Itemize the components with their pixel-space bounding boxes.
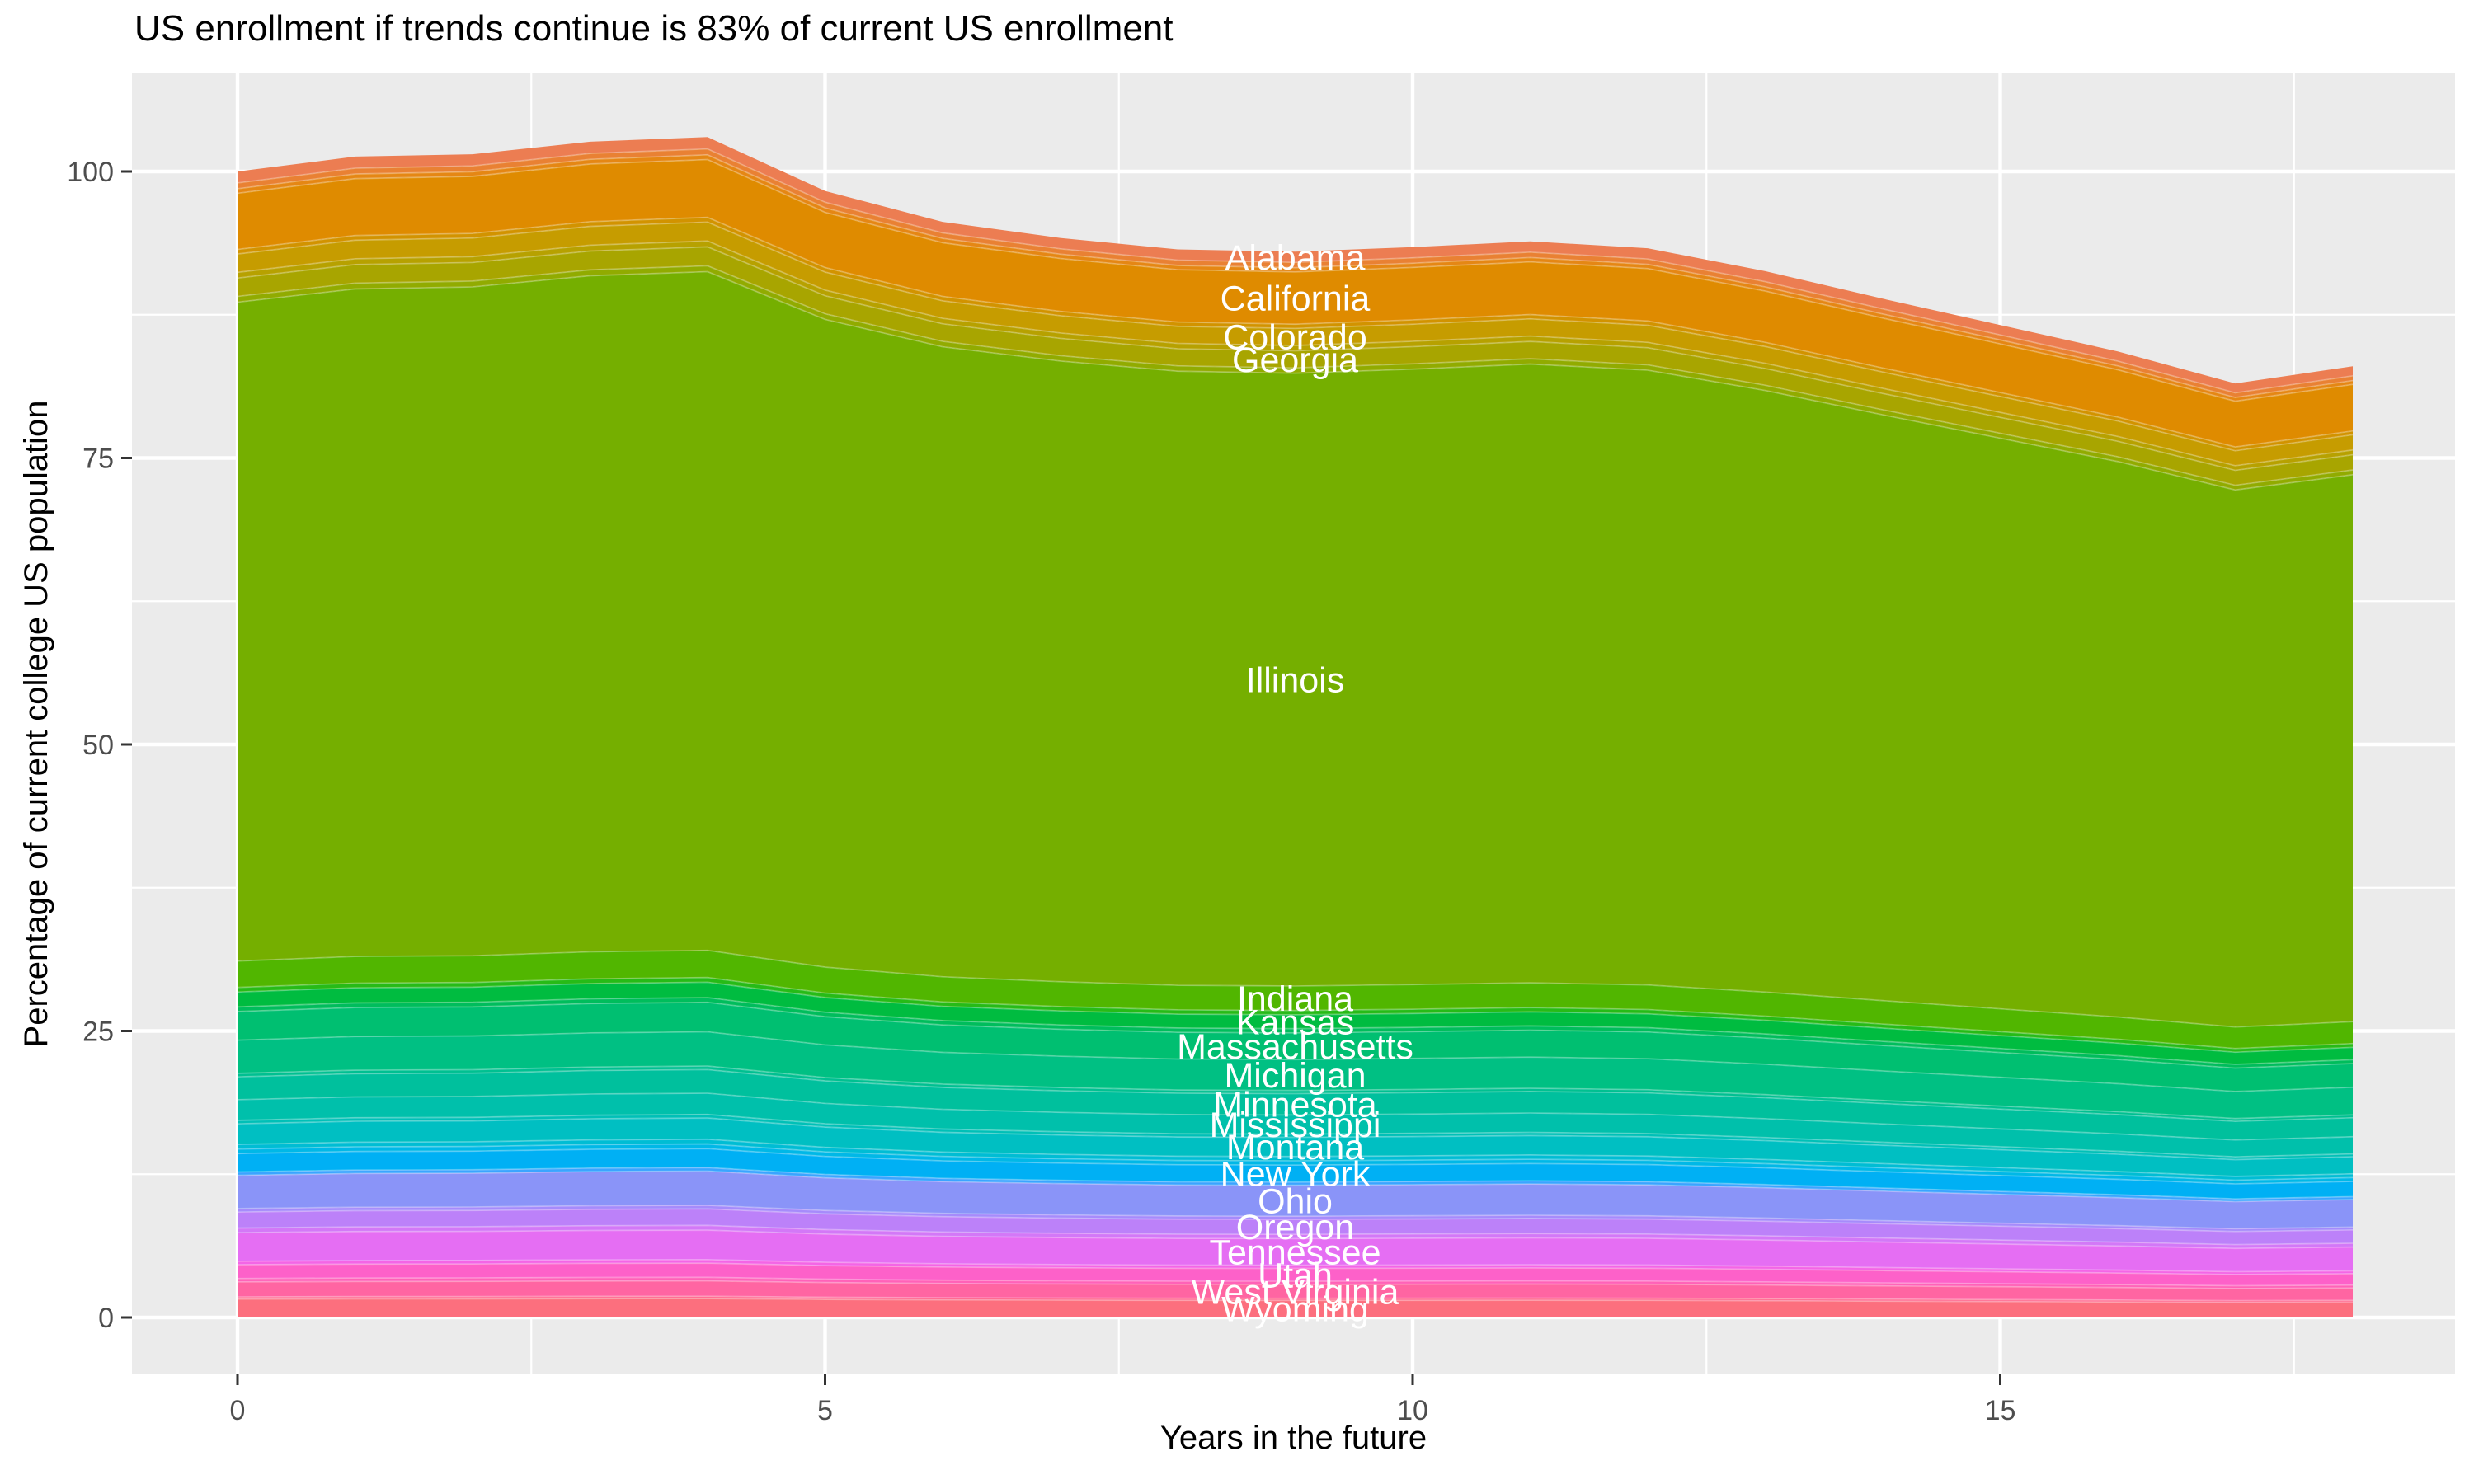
area-band-california bbox=[238, 159, 2353, 448]
state-label-west-virginia: West Virginia bbox=[1192, 1272, 1399, 1312]
area-band-unlabeled bbox=[238, 1139, 2353, 1181]
state-label-georgia: Georgia bbox=[1232, 340, 1358, 380]
area-band-unlabeled bbox=[238, 1167, 2353, 1202]
area-band-oregon bbox=[238, 1209, 2353, 1245]
area-band-utah bbox=[238, 1263, 2353, 1286]
x-tick-label: 0 bbox=[230, 1395, 246, 1426]
x-axis-title: Years in the future bbox=[1159, 1420, 1427, 1456]
band-hairline bbox=[237, 1138, 2354, 1177]
area-band-colorado bbox=[238, 222, 2353, 466]
band-hairline bbox=[237, 1295, 2354, 1302]
area-band-wyoming bbox=[238, 1298, 2353, 1317]
band-hairline bbox=[237, 1117, 2354, 1161]
state-label-tennessee: Tennessee bbox=[1210, 1233, 1381, 1272]
band-hairline bbox=[237, 981, 2354, 1054]
area-band-unlabeled bbox=[238, 1205, 2353, 1232]
area-band-ohio bbox=[238, 1171, 2353, 1229]
y-tick-label: 75 bbox=[82, 444, 114, 475]
x-tick-label: 15 bbox=[1985, 1395, 2016, 1426]
band-hairline bbox=[237, 1205, 2354, 1230]
state-label-massachusetts: Massachusetts bbox=[1177, 1027, 1413, 1067]
area-band-unlabeled bbox=[238, 1066, 2353, 1122]
band-hairline bbox=[237, 158, 2354, 402]
area-band-massachusetts bbox=[238, 1002, 2353, 1092]
state-label-indiana: Indiana bbox=[1237, 979, 1353, 1019]
y-tick-label: 0 bbox=[98, 1303, 114, 1334]
area-band-unlabeled bbox=[238, 1259, 2353, 1275]
band-hairline bbox=[237, 1148, 2354, 1185]
band-hairline bbox=[237, 1167, 2354, 1200]
band-hairline bbox=[237, 1224, 2354, 1246]
state-label-alabama: Alabama bbox=[1225, 238, 1366, 278]
x-tick-label: 10 bbox=[1397, 1395, 1428, 1426]
state-label-ohio: Ohio bbox=[1258, 1181, 1333, 1221]
band-hairline bbox=[237, 997, 2354, 1065]
area-band-michigan bbox=[238, 1031, 2353, 1119]
chart-title: US enrollment if trends continue is 83% … bbox=[134, 8, 1174, 49]
state-label-illinois: Illinois bbox=[1246, 660, 1345, 700]
area-band-kansas bbox=[238, 982, 2353, 1064]
band-hairline bbox=[237, 270, 2354, 491]
band-hairline bbox=[237, 148, 2354, 394]
band-hairline bbox=[237, 1113, 2354, 1158]
band-hairline bbox=[237, 1031, 2354, 1092]
y-tick-label: 50 bbox=[82, 730, 114, 761]
band-hairline bbox=[237, 1092, 2354, 1141]
area-band-mississippi bbox=[238, 1092, 2353, 1158]
state-label-new-york: New York bbox=[1221, 1154, 1371, 1194]
area-band-unlabeled bbox=[238, 1144, 2353, 1185]
area-band-unlabeled bbox=[238, 977, 2353, 1053]
y-tick-label: 100 bbox=[67, 157, 114, 188]
area-band-west-virginia bbox=[238, 1280, 2353, 1301]
band-hairline bbox=[237, 1208, 2354, 1233]
band-hairline bbox=[237, 153, 2354, 399]
band-hairline bbox=[237, 1276, 2354, 1287]
y-axis-title: Percentage of current college US populat… bbox=[18, 400, 54, 1048]
band-hairline bbox=[237, 1229, 2354, 1250]
state-label-michigan: Michigan bbox=[1224, 1056, 1366, 1096]
band-hairline bbox=[237, 1068, 2354, 1123]
state-label-mississippi: Mississippi bbox=[1210, 1106, 1381, 1145]
area-band-illinois bbox=[238, 271, 2353, 1027]
area-band-minnesota bbox=[238, 1069, 2353, 1140]
band-hairline bbox=[237, 1001, 2354, 1069]
state-label-colorado: Colorado bbox=[1223, 318, 1367, 358]
band-hairline bbox=[237, 265, 2354, 486]
band-hairline bbox=[237, 1143, 2354, 1181]
area-band-new-york bbox=[238, 1148, 2353, 1200]
band-hairline bbox=[237, 1170, 2354, 1203]
band-hairline bbox=[237, 949, 2354, 1028]
area-band-tennessee bbox=[238, 1230, 2353, 1272]
area-band-unlabeled bbox=[238, 998, 2353, 1068]
state-label-oregon: Oregon bbox=[1236, 1208, 1354, 1247]
area-band-unlabeled bbox=[238, 1225, 2353, 1249]
state-label-montana: Montana bbox=[1226, 1128, 1364, 1167]
state-label-kansas: Kansas bbox=[1236, 1003, 1354, 1042]
area-band-indiana bbox=[238, 950, 2353, 1049]
band-hairline bbox=[237, 246, 2354, 472]
band-hairline bbox=[237, 221, 2354, 452]
area-band-montana bbox=[238, 1118, 2353, 1176]
band-hairline bbox=[237, 1298, 2354, 1303]
state-label-utah: Utah bbox=[1258, 1256, 1333, 1295]
band-hairline bbox=[237, 1280, 2354, 1289]
band-hairline bbox=[237, 216, 2354, 448]
band-hairline bbox=[237, 1065, 2354, 1120]
area-band-georgia bbox=[238, 247, 2353, 486]
band-hairline bbox=[237, 240, 2354, 467]
state-label-minnesota: Minnesota bbox=[1213, 1085, 1376, 1125]
area-band-unlabeled bbox=[238, 1296, 2353, 1303]
band-hairline bbox=[237, 1262, 2354, 1275]
y-tick-label: 25 bbox=[82, 1017, 114, 1048]
area-band-alabama bbox=[238, 137, 2353, 393]
band-hairline bbox=[237, 1258, 2354, 1273]
x-tick-label: 5 bbox=[817, 1395, 833, 1426]
state-label-california: California bbox=[1221, 279, 1371, 319]
state-label-wyoming: Wyoming bbox=[1221, 1290, 1369, 1330]
area-band-unlabeled bbox=[238, 1277, 2353, 1289]
band-hairline bbox=[237, 976, 2354, 1050]
area-band-unlabeled bbox=[238, 1114, 2353, 1160]
